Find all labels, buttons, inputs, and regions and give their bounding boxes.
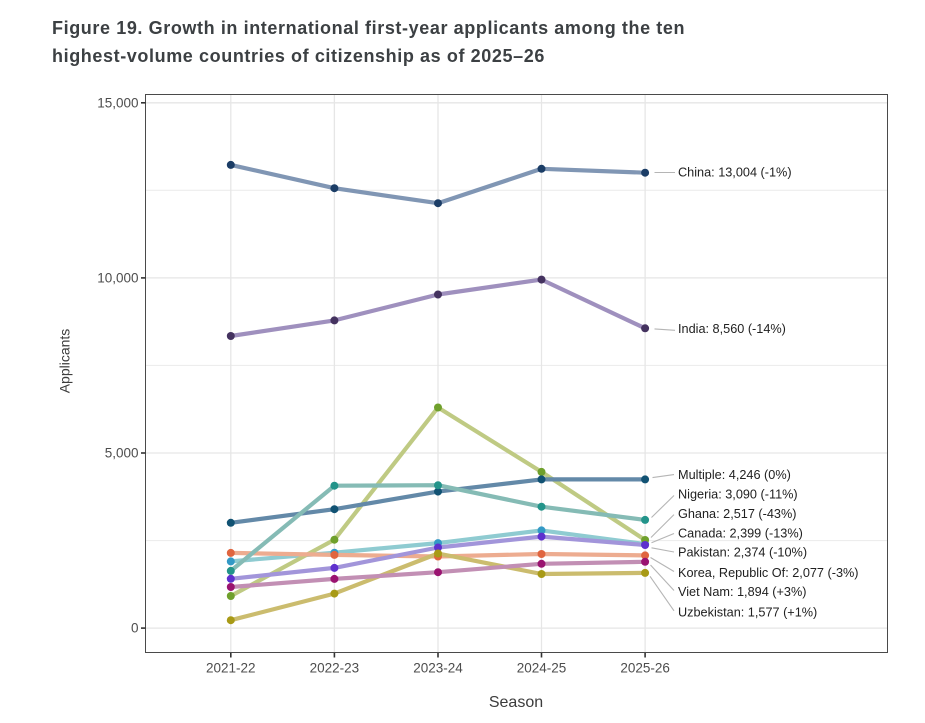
svg-text:Uzbekistan: 1,577 (+1%): Uzbekistan: 1,577 (+1%) <box>678 605 817 619</box>
svg-text:5,000: 5,000 <box>105 446 139 461</box>
svg-text:Canada: 2,399 (-13%): Canada: 2,399 (-13%) <box>678 527 803 541</box>
svg-text:10,000: 10,000 <box>97 270 138 285</box>
svg-text:15,000: 15,000 <box>97 95 138 110</box>
svg-text:2025-26: 2025-26 <box>620 661 670 676</box>
svg-text:Pakistan: 2,374 (-10%): Pakistan: 2,374 (-10%) <box>678 546 807 560</box>
svg-text:2024-25: 2024-25 <box>517 661 567 676</box>
svg-text:Viet Nam: 1,894 (+3%): Viet Nam: 1,894 (+3%) <box>678 585 806 599</box>
svg-text:Multiple: 4,246 (0%): Multiple: 4,246 (0%) <box>678 468 791 482</box>
svg-text:Season: Season <box>489 694 543 711</box>
svg-text:China: 13,004 (-1%): China: 13,004 (-1%) <box>678 165 792 179</box>
svg-text:2023-24: 2023-24 <box>413 661 463 676</box>
svg-text:Ghana: 2,517 (-43%): Ghana: 2,517 (-43%) <box>678 507 797 521</box>
svg-text:India: 8,560 (-14%): India: 8,560 (-14%) <box>678 322 786 336</box>
svg-text:Nigeria: 3,090 (-11%): Nigeria: 3,090 (-11%) <box>678 488 798 502</box>
svg-text:2021-22: 2021-22 <box>206 661 256 676</box>
svg-text:Korea, Republic Of: 2,077 (-3%: Korea, Republic Of: 2,077 (-3%) <box>678 566 859 580</box>
svg-text:2022-23: 2022-23 <box>310 661 360 676</box>
svg-text:Applicants: Applicants <box>57 329 73 394</box>
svg-text:0: 0 <box>131 621 139 636</box>
